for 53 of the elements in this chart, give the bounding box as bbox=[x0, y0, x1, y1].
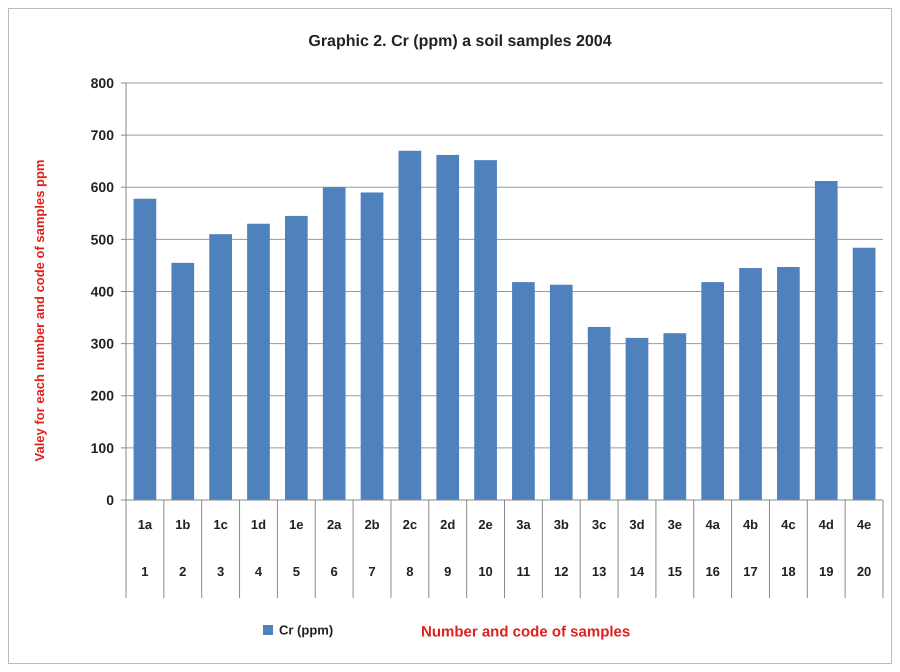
bar bbox=[626, 338, 648, 500]
bar bbox=[550, 284, 573, 500]
category-label: 3a 11 bbox=[516, 517, 531, 579]
bar bbox=[512, 282, 535, 500]
legend-label: Cr (ppm) bbox=[279, 622, 334, 638]
y-tick-label: 700 bbox=[90, 127, 114, 144]
y-axis-title: Valey for each number and code of samples ppm bbox=[32, 160, 47, 462]
category-label: 1c 3 bbox=[213, 517, 228, 579]
bar bbox=[777, 267, 800, 500]
category-label: 1b 2 bbox=[175, 517, 190, 579]
y-tick-label: 0 bbox=[106, 492, 114, 508]
bar bbox=[322, 187, 346, 500]
bar bbox=[852, 248, 876, 500]
y-tick-label: 500 bbox=[90, 231, 114, 248]
y-tick-label: 600 bbox=[90, 179, 114, 196]
category-label: 2b 7 bbox=[364, 517, 380, 579]
category-label: 1e 5 bbox=[289, 517, 304, 579]
category-label: 2c 8 bbox=[402, 517, 418, 579]
bar bbox=[588, 326, 610, 500]
category-label: 1d 4 bbox=[250, 517, 266, 579]
bar bbox=[474, 160, 497, 500]
bar bbox=[171, 262, 194, 500]
bar bbox=[436, 154, 460, 500]
bar bbox=[209, 234, 232, 500]
category-label: 4d 19 bbox=[818, 517, 834, 579]
category-label: 3c 13 bbox=[592, 517, 606, 579]
category-label: 4e 20 bbox=[856, 517, 872, 579]
category-label: 3b 12 bbox=[554, 517, 569, 579]
y-tick-label: 800 bbox=[90, 74, 114, 91]
bar bbox=[663, 333, 686, 500]
category-label: 4b 17 bbox=[742, 517, 758, 579]
y-tick-label: 200 bbox=[90, 388, 114, 404]
bar bbox=[247, 224, 270, 500]
bar bbox=[814, 180, 838, 500]
y-tick-label: 100 bbox=[90, 440, 114, 456]
bar bbox=[398, 150, 422, 500]
category-label: 2a 6 bbox=[326, 517, 342, 579]
category-label: 3d 14 bbox=[629, 517, 645, 579]
bar bbox=[284, 216, 308, 500]
category-label: 3e 15 bbox=[668, 517, 682, 579]
category-label: 2e 10 bbox=[478, 517, 493, 579]
y-tick-label: 300 bbox=[90, 336, 114, 352]
chart-title: Graphic 2. Cr (ppm) a soil samples 2004 bbox=[308, 33, 612, 50]
bar bbox=[134, 198, 156, 500]
text: Number and code of samples bbox=[421, 623, 630, 640]
category-label: 4c 18 bbox=[781, 517, 796, 579]
category-label: 2d 9 bbox=[440, 517, 456, 579]
bar bbox=[701, 282, 724, 500]
y-tick-label: 400 bbox=[90, 283, 114, 300]
bar bbox=[360, 192, 384, 500]
category-label: 1a 1 bbox=[138, 517, 152, 579]
category-label: 4a 16 bbox=[705, 517, 720, 579]
bar bbox=[739, 268, 762, 500]
